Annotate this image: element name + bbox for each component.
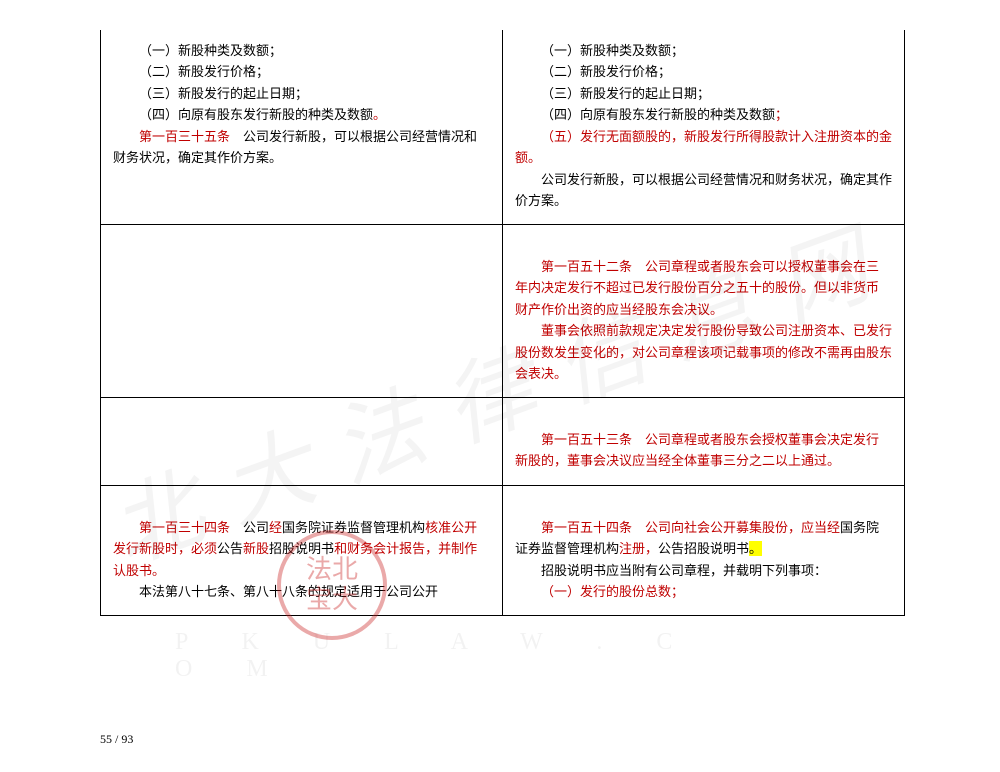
r4l-p1: 第一百三十四条 公司经国务院证券监督管理机构核准公开发行新股时，必须公告新股招股… [113,517,490,581]
cell-r3-right: 第一百五十三条 公司章程或者股东会授权董事会决定发行新股的，董事会决议应当经全体… [503,397,905,485]
cell-r1-right: （一）新股种类及数额； （二）新股发行价格； （三）新股发行的起止日期； （四）… [503,30,905,224]
watermark-url: P K U L A W . C O M [175,629,725,683]
cell-r4-left: 第一百三十四条 公司经国务院证券监督管理机构核准公开发行新股时，必须公告新股招股… [101,485,503,615]
cell-r1-left: （一）新股种类及数额； （二）新股发行价格； （三）新股发行的起止日期； （四）… [101,30,503,224]
r3r-article: 第一百五十三条 公司章程或者股东会授权董事会决定发行新股的，董事会决议应当经全体… [515,429,892,472]
r2r-p1: 第一百五十二条 公司章程或者股东会可以授权董事会在三年内决定发行不超过已发行股份… [515,256,892,320]
r4r-p2: 招股说明书应当附有公司章程，并载明下列事项： [515,560,892,581]
r1r-line3: （三）新股发行的起止日期； [515,83,892,104]
r1r-tail: 公司发行新股，可以根据公司经营情况和财务状况，确定其作价方案。 [515,169,892,212]
r1r-line5: （五）发行无面额股的，新股发行所得股款计入注册资本的金额。 [515,126,892,169]
r1r-line2: （二）新股发行价格； [515,61,892,82]
r1r-line4: （四）向原有股东发行新股的种类及数额； [515,104,892,125]
comparison-table: （一）新股种类及数额； （二）新股发行价格； （三）新股发行的起止日期； （四）… [100,30,905,616]
r1l-line1: （一）新股种类及数额； [113,40,490,61]
cell-r2-right: 第一百五十二条 公司章程或者股东会可以授权董事会在三年内决定发行不超过已发行股份… [503,224,905,397]
cell-r4-right: 第一百五十四条 公司向社会公开募集股份，应当经国务院证券监督管理机构注册，公告招… [503,485,905,615]
cell-r2-left [101,224,503,397]
r4r-p1: 第一百五十四条 公司向社会公开募集股份，应当经国务院证券监督管理机构注册，公告招… [515,517,892,560]
r4l-p2: 本法第八十七条、第八十八条的规定适用于公司公开 [113,581,490,602]
page-number: 55 / 93 [100,732,133,747]
r1l-line2: （二）新股发行价格； [113,61,490,82]
r1l-article: 第一百三十五条 公司发行新股，可以根据公司经营情况和财务状况，确定其作价方案。 [113,126,490,169]
r1r-line1: （一）新股种类及数额； [515,40,892,61]
r1l-line4: （四）向原有股东发行新股的种类及数额。 [113,104,490,125]
r2r-p2: 董事会依照前款规定决定发行股份导致公司注册资本、已发行股份数发生变化的，对公司章… [515,320,892,384]
cell-r3-left [101,397,503,485]
r4r-p3: （一）发行的股份总数； [515,581,892,602]
r1l-line3: （三）新股发行的起止日期； [113,83,490,104]
